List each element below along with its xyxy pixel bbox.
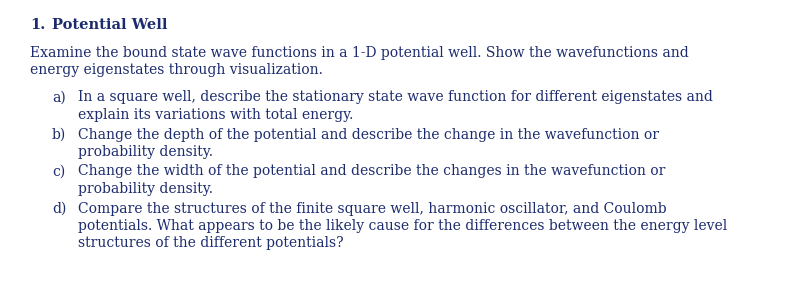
Text: b): b)	[52, 128, 66, 142]
Text: probability density.: probability density.	[78, 182, 213, 196]
Text: Change the width of the potential and describe the changes in the wavefunction o: Change the width of the potential and de…	[78, 164, 666, 178]
Text: 1.: 1.	[30, 18, 46, 32]
Text: c): c)	[52, 164, 65, 178]
Text: Change the depth of the potential and describe the change in the wavefunction or: Change the depth of the potential and de…	[78, 128, 659, 142]
Text: structures of the different potentials?: structures of the different potentials?	[78, 236, 343, 250]
Text: d): d)	[52, 202, 66, 215]
Text: In a square well, describe the stationary state wave function for different eige: In a square well, describe the stationar…	[78, 91, 713, 104]
Text: energy eigenstates through visualization.: energy eigenstates through visualization…	[30, 63, 323, 77]
Text: explain its variations with total energy.: explain its variations with total energy…	[78, 108, 354, 122]
Text: Examine the bound state wave functions in a 1-D potential well. Show the wavefun: Examine the bound state wave functions i…	[30, 46, 689, 59]
Text: probability density.: probability density.	[78, 145, 213, 159]
Text: potentials. What appears to be the likely cause for the differences between the : potentials. What appears to be the likel…	[78, 219, 727, 233]
Text: Compare the structures of the finite square well, harmonic oscillator, and Coulo: Compare the structures of the finite squ…	[78, 202, 667, 215]
Text: a): a)	[52, 91, 66, 104]
Text: Potential Well: Potential Well	[52, 18, 167, 32]
